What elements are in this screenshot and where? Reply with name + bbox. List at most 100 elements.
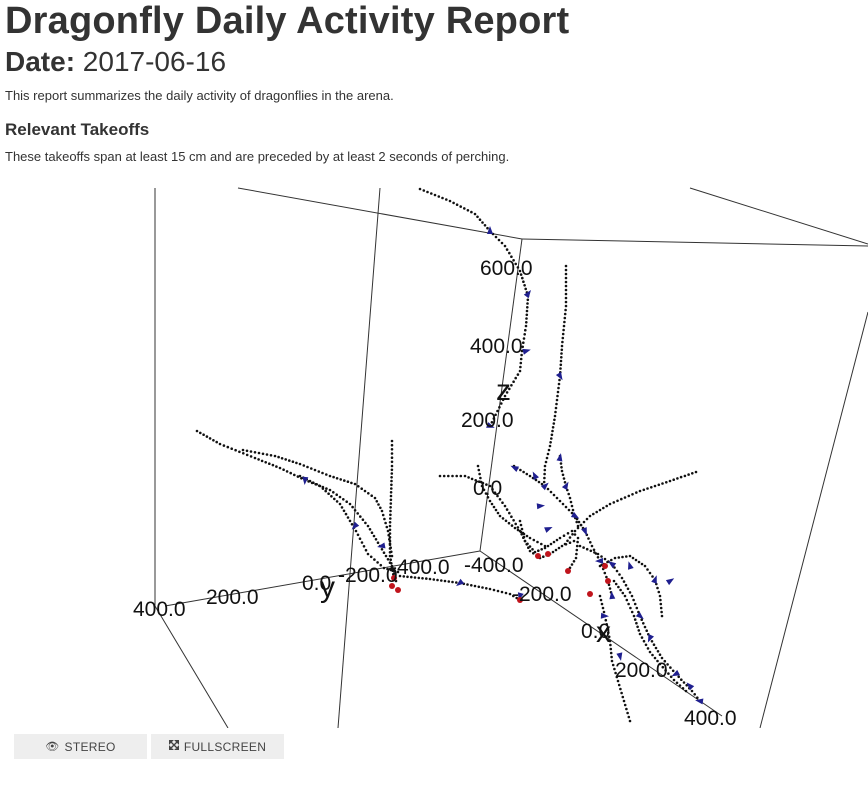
trajectory-point xyxy=(510,515,513,518)
trajectory-point xyxy=(560,544,564,548)
trajectory-point xyxy=(513,526,517,530)
trajectory-point xyxy=(665,481,668,484)
trajectory-point xyxy=(568,496,572,500)
trajectory-point xyxy=(621,591,625,595)
expand-icon-graphic xyxy=(168,739,180,751)
plot-canvas[interactable]: 600.0 400.0 200.0 0.0 z 400.0 200.0 0.0 … xyxy=(0,186,868,728)
trajectory-point xyxy=(230,447,233,451)
trajectory-point xyxy=(636,625,639,629)
takeoff-3d-plot[interactable]: 600.0 400.0 200.0 0.0 z 400.0 200.0 0.0 … xyxy=(0,186,868,728)
trajectory-point xyxy=(564,284,568,288)
trajectory-point xyxy=(624,583,628,587)
trajectory-point xyxy=(507,521,511,525)
trajectory-point xyxy=(455,581,458,584)
trajectory-point xyxy=(277,455,280,459)
trajectory-point xyxy=(671,669,675,673)
trajectory-point xyxy=(388,551,392,554)
trajectory-point xyxy=(522,337,526,340)
trajectory-point xyxy=(389,558,393,561)
trajectory-point xyxy=(696,696,699,699)
trajectory-point xyxy=(549,490,553,494)
trajectory-point xyxy=(519,273,523,276)
trajectory-point xyxy=(390,443,394,447)
takeoff-marker xyxy=(544,527,553,533)
trajectory-point xyxy=(553,418,556,422)
trajectory-point xyxy=(367,492,370,495)
trajectory-point xyxy=(555,496,559,500)
trajectory-point xyxy=(390,487,393,490)
trajectory-point xyxy=(298,474,302,478)
trajectory-point xyxy=(340,506,344,509)
trajectory-point xyxy=(563,320,566,324)
trajectory-point xyxy=(660,614,664,618)
trajectory-point xyxy=(335,500,339,503)
trajectory-point xyxy=(566,532,570,535)
trajectory-point xyxy=(612,501,616,504)
trajectory-point xyxy=(389,568,393,572)
trajectory-point xyxy=(625,555,628,558)
trajectory-point xyxy=(635,621,638,625)
trajectory-point xyxy=(656,650,660,653)
trajectory-point xyxy=(518,369,522,373)
fullscreen-button[interactable]: FULLSCREEN xyxy=(151,734,284,759)
trajectory-point xyxy=(552,540,556,544)
trajectory-point xyxy=(339,478,343,481)
trajectory-point xyxy=(559,359,563,363)
trajectory-point xyxy=(390,565,394,569)
trajectory-point xyxy=(253,456,257,460)
trajectory-point xyxy=(376,541,380,544)
trajectory-point xyxy=(505,508,509,511)
report-title: Dragonfly Daily Activity Report xyxy=(5,0,570,42)
trajectory-point xyxy=(658,653,662,656)
trajectory-point xyxy=(666,663,669,666)
trajectory-point xyxy=(627,715,631,719)
trajectory-point xyxy=(571,508,575,512)
trajectory-point xyxy=(498,406,501,409)
trajectory-point xyxy=(348,519,352,523)
trajectory-point xyxy=(667,672,670,675)
trajectory-point xyxy=(508,511,511,515)
trajectory-point xyxy=(557,382,561,386)
trajectory-point xyxy=(490,502,494,506)
takeoff-markers xyxy=(302,226,704,705)
trajectory-point xyxy=(522,280,525,283)
trajectory-point xyxy=(249,450,253,453)
trajectory-point xyxy=(532,538,536,542)
trajectory-point xyxy=(344,512,348,516)
trajectory-point xyxy=(600,602,604,606)
trajectory-point xyxy=(617,683,621,687)
trajectory-point xyxy=(694,470,698,474)
trajectory-point xyxy=(463,474,467,478)
trajectory-point xyxy=(678,684,682,687)
trajectory-point xyxy=(651,575,654,578)
trajectory-point xyxy=(375,500,379,503)
trajectory-point xyxy=(440,579,443,582)
trajectory-point xyxy=(443,579,447,583)
trajectory-point xyxy=(596,556,600,559)
trajectory-point xyxy=(291,460,295,464)
trajectory-point xyxy=(473,584,477,588)
trajectory-point xyxy=(567,508,571,512)
trajectory-point xyxy=(280,457,284,460)
trajectory-point xyxy=(571,533,574,536)
trajectory-point xyxy=(455,474,459,478)
trajectory-point xyxy=(540,548,543,551)
trajectory-point xyxy=(494,235,498,239)
trajectory-point xyxy=(379,563,383,567)
trajectory-point xyxy=(389,506,392,509)
trajectory-point xyxy=(496,494,499,498)
trajectory-point xyxy=(635,606,639,610)
trajectory-point xyxy=(410,575,413,579)
trajectory-point xyxy=(508,251,511,255)
trajectory-point xyxy=(338,495,342,499)
trajectory-point xyxy=(552,422,556,425)
trajectory-point xyxy=(547,448,551,452)
stereo-button[interactable]: 👁 STEREO xyxy=(14,734,147,759)
trajectory-point xyxy=(445,198,448,201)
trajectory-point xyxy=(253,451,257,454)
takeoff-marker xyxy=(561,481,569,491)
trajectory-point xyxy=(363,489,367,493)
trajectory-point xyxy=(575,548,579,552)
trajectory-point xyxy=(522,535,526,539)
trajectory-point xyxy=(564,505,568,509)
